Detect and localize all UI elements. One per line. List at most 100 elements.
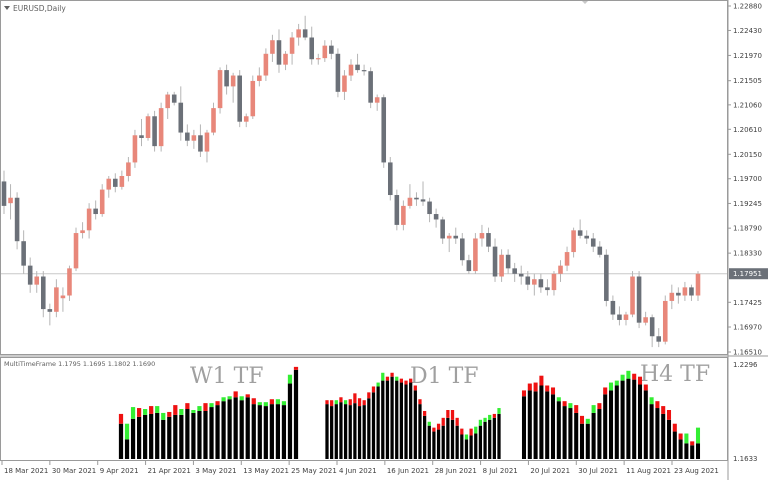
d1-down-segment <box>455 417 459 426</box>
bear-candle <box>577 230 583 236</box>
d1-bar <box>446 417 450 459</box>
bull-candle <box>283 53 288 65</box>
d1-down-segment <box>330 400 334 407</box>
bear-candle <box>538 279 544 288</box>
time-tick-label: 23 Aug 2021 <box>674 467 719 475</box>
time-tick-label: 11 Aug 2021 <box>626 467 671 475</box>
bull-candle <box>158 108 164 147</box>
bear-candle <box>525 276 531 285</box>
candlestick-series <box>1 15 701 348</box>
h4-down-segment <box>545 385 550 392</box>
bull-candle <box>211 108 216 133</box>
bull-candle <box>571 230 576 253</box>
d1-up-segment <box>464 434 469 440</box>
d1-bar <box>362 405 366 459</box>
w1-bar <box>173 414 178 459</box>
indicator-scale-top: 1.2296 <box>733 361 758 369</box>
w1-down-segment <box>203 403 208 411</box>
bull-candle <box>132 135 138 163</box>
current-price-text: 1.17951 <box>733 270 762 278</box>
h4-down-segment <box>672 423 677 432</box>
time-tick-label: 18 Mar 2021 <box>4 467 48 475</box>
h4-up-segment <box>614 380 619 386</box>
bear-candle <box>440 219 445 239</box>
d1-down-segment <box>353 393 357 404</box>
bull-candle <box>99 189 105 215</box>
w1-bar <box>179 414 184 459</box>
h4-up-segment <box>585 418 590 424</box>
bull-candle <box>499 254 504 277</box>
bear-candle <box>361 70 367 72</box>
h4-bar <box>521 396 527 459</box>
h4-down-segment <box>690 441 695 446</box>
bear-candle <box>14 197 20 242</box>
bear-candle <box>453 235 459 239</box>
bull-candle <box>257 75 262 81</box>
h4-tf-label: H4 TF <box>640 362 710 387</box>
d1-bar <box>371 392 376 459</box>
bear-candle <box>113 178 118 187</box>
w1-up-segment <box>161 412 166 420</box>
bear-candle <box>492 246 498 277</box>
w1-bar <box>167 416 172 459</box>
bear-candle <box>302 29 308 38</box>
h4-bar <box>666 419 672 459</box>
bull-candle <box>145 116 151 138</box>
d1-up-segment <box>478 419 483 426</box>
bull-candle <box>60 295 66 299</box>
w1-up-segment <box>197 406 202 411</box>
shift-marker-icon[interactable] <box>582 1 588 4</box>
d1-up-segment <box>381 372 385 381</box>
h4-bar <box>545 391 550 459</box>
bear-candle <box>427 201 432 215</box>
symbol-dropdown-icon[interactable] <box>4 6 10 10</box>
bear-candle <box>185 132 190 141</box>
w1-bar <box>245 397 250 459</box>
d1-bar <box>436 429 441 459</box>
bear-candle <box>460 238 465 261</box>
w1-bar <box>209 407 214 459</box>
h4-down-segment <box>597 403 602 410</box>
price-tick-label: 1.18790 <box>733 225 762 233</box>
w1-bar <box>275 404 281 459</box>
d1-bar <box>488 419 492 459</box>
time-tick-label: 8 Jul 2021 <box>483 467 518 475</box>
w1-down-segment <box>293 366 299 370</box>
indicator-scale-bottom: 1.1633 <box>733 455 758 463</box>
d1-down-segment <box>362 400 366 406</box>
d1-bar <box>399 382 404 459</box>
d1-bar <box>474 433 478 459</box>
d1-bar <box>390 376 394 459</box>
time-tick-label: 16 Jun 2021 <box>387 467 429 475</box>
d1-bar <box>357 406 362 459</box>
price-tick-label: 1.16970 <box>733 324 762 332</box>
w1-tf-label: W1 TF <box>190 364 264 389</box>
time-tick-label: 4 Jun 2021 <box>339 467 377 475</box>
bear-candle <box>636 276 642 323</box>
w1-bar <box>124 439 130 459</box>
time-tick-label: 28 Jun 2021 <box>435 467 477 475</box>
d1-bar <box>432 431 436 459</box>
bull-candle <box>296 29 301 38</box>
h4-down-segment <box>655 401 660 409</box>
d1-up-segment <box>488 414 492 420</box>
bear-candle <box>689 287 694 296</box>
bear-candle <box>394 195 400 225</box>
d1-tf-label: D1 TF <box>410 364 479 389</box>
w1-down-segment <box>215 401 220 406</box>
h4-bar <box>527 390 532 459</box>
h4-bar <box>579 423 585 459</box>
w1-bar <box>215 405 220 459</box>
w1-bar <box>191 412 196 459</box>
w1-up-segment <box>143 409 148 415</box>
h4-down-segment <box>666 410 672 420</box>
h4-up-segment <box>620 374 625 381</box>
w1-bar <box>269 404 274 459</box>
bull-candle <box>8 197 13 204</box>
bear-candle <box>610 300 616 315</box>
d1-bar <box>483 421 487 459</box>
bear-candle <box>178 102 184 133</box>
h4-down-segment <box>632 373 637 380</box>
